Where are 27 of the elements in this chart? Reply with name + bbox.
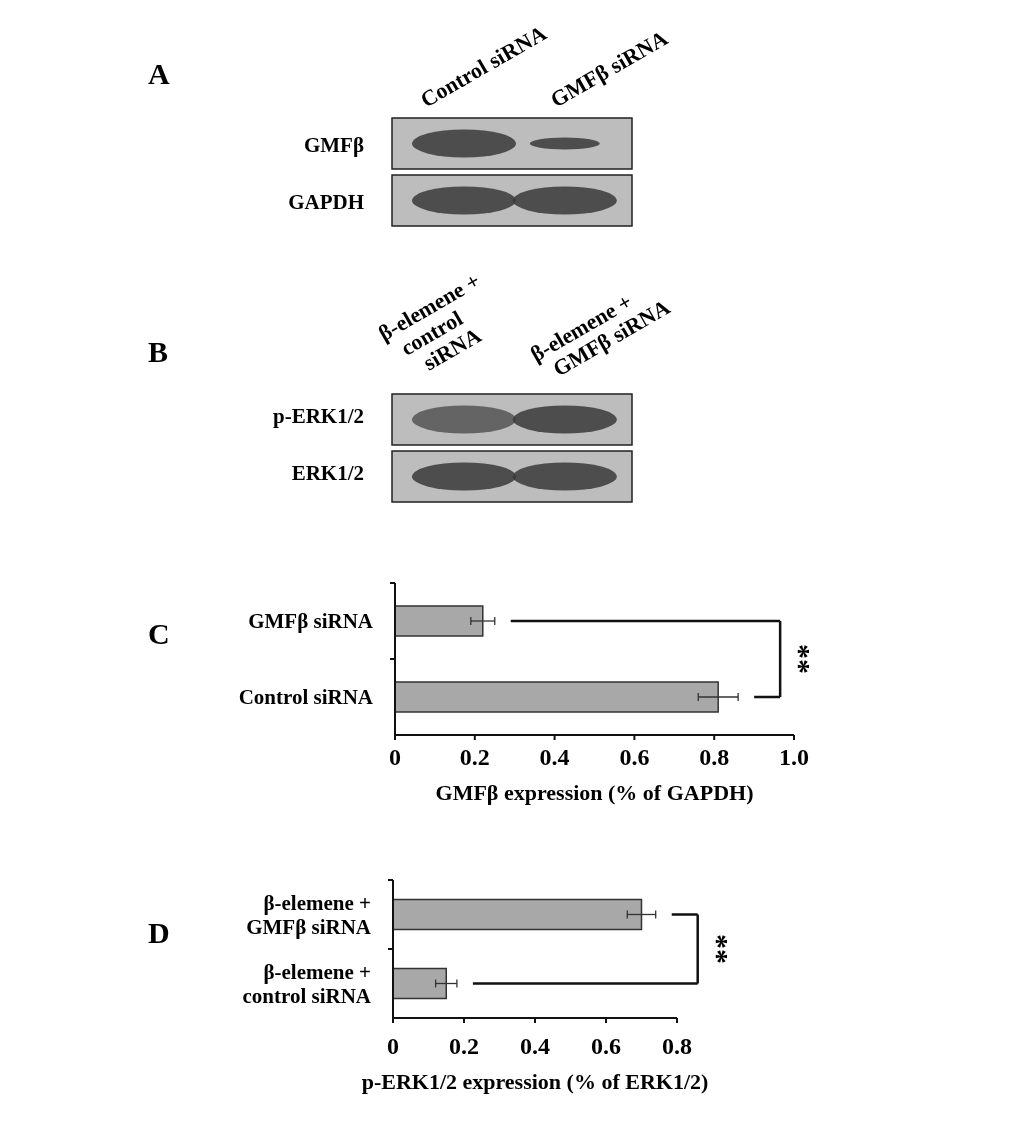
text: C bbox=[148, 617, 170, 650]
x-axis-title: p-ERK1/2 expression (% of ERK1/2) bbox=[361, 1069, 709, 1094]
x-tick-label: 0.6 bbox=[591, 1033, 621, 1059]
text: ** bbox=[701, 934, 735, 964]
x-tick-label: 0 bbox=[387, 1033, 399, 1059]
x-axis-title: GMFβ expression (% of GAPDH) bbox=[435, 780, 754, 805]
text: p-ERK1/2 bbox=[272, 404, 364, 428]
text: B bbox=[148, 335, 169, 368]
y-tick-label: β-elemene + control siRNA bbox=[242, 959, 372, 1008]
text: D bbox=[148, 916, 170, 949]
text: ERK1/2 bbox=[291, 461, 364, 485]
text: GAPDH bbox=[288, 190, 364, 214]
x-tick-label: 0.6 bbox=[619, 744, 650, 770]
y-tick-label: Control siRNA bbox=[238, 685, 374, 709]
text: A bbox=[148, 57, 170, 90]
x-tick-label: 0.4 bbox=[520, 1033, 550, 1059]
x-tick-label: 0 bbox=[389, 744, 401, 770]
y-tick-label: β-elemene + GMFβ siRNA bbox=[246, 890, 372, 939]
x-tick-label: 0.8 bbox=[699, 744, 730, 770]
x-tick-label: 1.0 bbox=[779, 744, 809, 770]
x-tick-label: 0.2 bbox=[459, 744, 490, 770]
x-tick-label: 0.2 bbox=[449, 1033, 479, 1059]
x-tick-label: 0.4 bbox=[539, 744, 570, 770]
text: GMFβ bbox=[303, 133, 364, 157]
x-tick-label: 0.8 bbox=[662, 1033, 692, 1059]
y-tick-label: GMFβ siRNA bbox=[248, 609, 374, 633]
annotation: ** bbox=[784, 644, 818, 674]
